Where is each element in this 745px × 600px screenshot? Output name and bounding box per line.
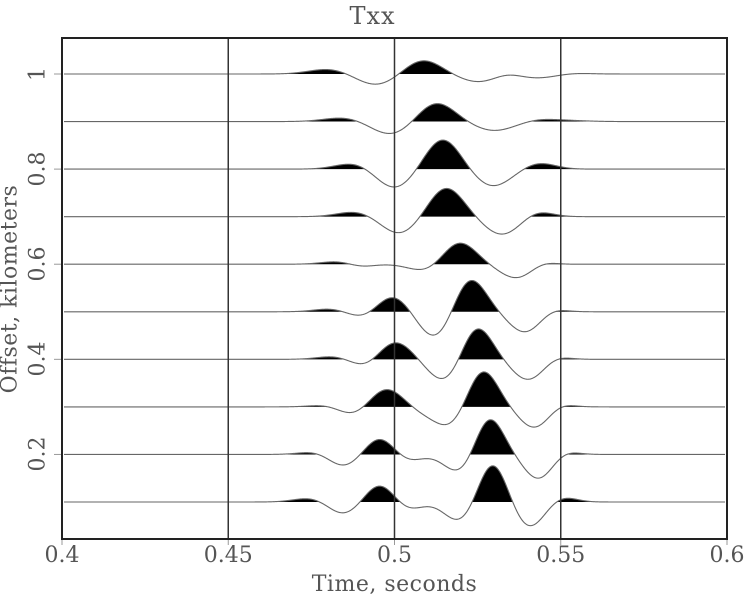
x-tick-label: 0.5 [377, 543, 412, 568]
chart-title: Txx [349, 2, 396, 30]
positive-fill [299, 328, 582, 360]
positive-fill [304, 243, 565, 265]
y-tick-label: 0.4 [25, 341, 51, 377]
x-tick-label: 0.4 [44, 543, 80, 568]
positive-fill [313, 188, 573, 217]
positive-fill [310, 140, 579, 170]
plot-frame [61, 37, 728, 540]
axis-ticks [54, 73, 728, 545]
vertical-grid-lines [227, 38, 562, 539]
y-tick-label: 0.8 [25, 151, 51, 187]
positive-fill [299, 103, 599, 122]
positive-fill [296, 371, 586, 407]
x-axis-label: Time, seconds [311, 572, 478, 597]
positive-fill [282, 60, 595, 74]
positive-fill [274, 465, 594, 502]
x-tick-label: 0.45 [203, 543, 253, 568]
x-tick-label: 0.6 [709, 543, 745, 568]
y-tick-label: 0.6 [25, 246, 51, 282]
positive-fill [296, 280, 579, 312]
y-axis-label: Offset, kilometers [0, 184, 23, 394]
x-tick-label: 0.55 [536, 543, 586, 568]
positive-fill [282, 419, 592, 455]
y-tick-label: 1 [25, 67, 51, 81]
y-tick-label: 0.2 [25, 436, 51, 472]
